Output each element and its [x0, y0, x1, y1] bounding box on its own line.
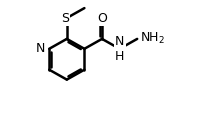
Text: S: S [61, 11, 69, 25]
Text: NH$_2$: NH$_2$ [140, 31, 165, 47]
Text: N: N [35, 42, 45, 55]
Text: N
H: N H [115, 35, 124, 63]
Text: O: O [97, 11, 107, 25]
